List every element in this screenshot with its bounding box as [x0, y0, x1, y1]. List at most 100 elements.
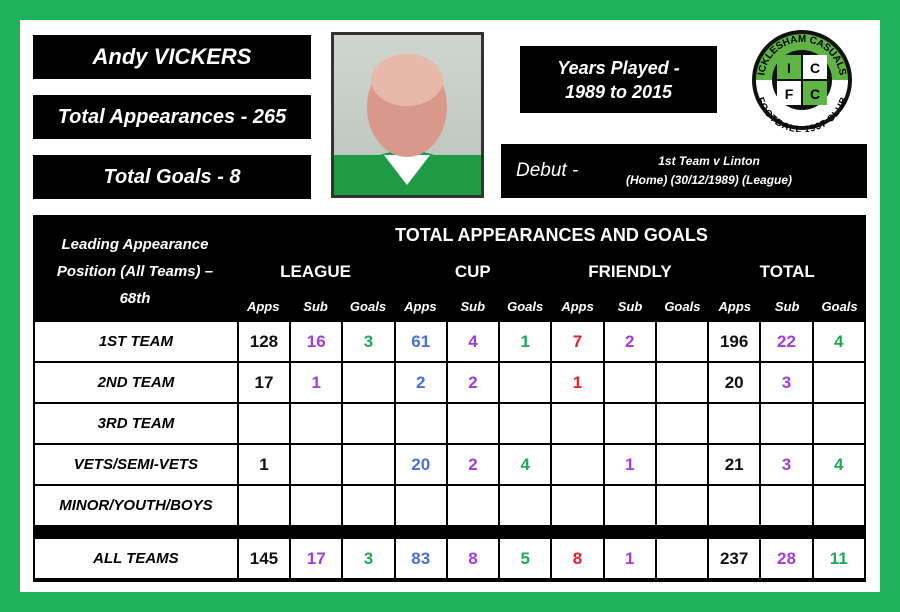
- leading-appearance-position: Leading Appearance Position (All Teams) …: [33, 231, 237, 312]
- years-played: Years Played - 1989 to 2015: [520, 46, 717, 113]
- svg-text:C: C: [810, 86, 820, 102]
- stat-cell: 2: [445, 443, 501, 486]
- row-label: 2ND TEAM: [33, 361, 239, 404]
- group-header: TOTAL: [759, 262, 815, 281]
- stat-cell: 28: [759, 537, 814, 580]
- stat-cell: [445, 484, 501, 527]
- stat-cell: 237: [707, 537, 762, 580]
- stat-cell: 2: [445, 361, 501, 404]
- column-header: Goals: [349, 299, 387, 314]
- stat-cell: [811, 402, 867, 445]
- stat-cell: 145: [236, 537, 292, 580]
- stat-cell: [289, 443, 344, 486]
- stat-cell: 4: [445, 320, 501, 363]
- stat-cell: [498, 402, 553, 445]
- stat-cell: 7: [550, 320, 605, 363]
- row-label: 1ST TEAM: [33, 320, 239, 363]
- column-header: Sub: [774, 299, 800, 314]
- separator: [33, 525, 866, 539]
- debut-match: 1st Team v Linton: [658, 154, 760, 168]
- column-header: Goals: [507, 299, 544, 314]
- debut-info: (Home) (30/12/1989) (League): [626, 173, 793, 187]
- row-label: VETS/SEMI-VETS: [33, 443, 239, 486]
- debut-label: Debut -: [516, 160, 579, 181]
- stat-cell: [236, 402, 292, 445]
- table-row: MINOR/YOUTH/BOYS: [33, 484, 867, 527]
- stat-cell: [550, 443, 605, 486]
- leading-line: Position (All Teams) –: [56, 263, 214, 280]
- stat-cell: 1: [498, 320, 553, 363]
- stat-cell: [393, 402, 448, 445]
- group-header: FRIENDLY: [588, 262, 672, 281]
- stat-cell: 17: [289, 537, 344, 580]
- stat-cell: [811, 484, 867, 527]
- column-header: Goals: [821, 299, 858, 314]
- stat-cell: 4: [811, 443, 867, 486]
- group-header: CUP: [454, 262, 491, 281]
- stat-cell: 3: [759, 361, 814, 404]
- stat-cell: 8: [445, 537, 501, 580]
- years-played-label: Years Played -: [557, 57, 680, 78]
- stat-cell: 61: [393, 320, 448, 363]
- stat-cell: 21: [707, 443, 762, 486]
- stat-cell: [654, 537, 710, 580]
- stat-cell: 83: [393, 537, 448, 580]
- stat-cell: 3: [759, 443, 814, 486]
- row-label: MINOR/YOUTH/BOYS: [33, 484, 239, 527]
- stat-cell: 196: [707, 320, 762, 363]
- stat-cell: 8: [550, 537, 605, 580]
- column-header: Sub: [303, 299, 328, 314]
- separator-band: [33, 525, 866, 539]
- stat-cell: [602, 402, 657, 445]
- column-header: Sub: [617, 299, 643, 314]
- leading-line: Leading Appearance: [61, 236, 209, 253]
- table-title: TOTAL APPEARANCES AND GOALS: [395, 225, 708, 245]
- stat-cell: 3: [341, 537, 396, 580]
- stat-cell: [654, 484, 710, 527]
- table-row: 1ST TEAM 128 16 3 61 4 1 7 2 196 22 4: [33, 320, 867, 363]
- stat-cell: [498, 484, 553, 527]
- stat-cell: [393, 484, 448, 527]
- stats-grid: 1ST TEAM 128 16 3 61 4 1 7 2 196 22 4 2ND TEAM 17 1 2 2 1…: [33, 320, 867, 580]
- total-appearances: Total Appearances - 265: [33, 95, 311, 139]
- stat-cell: [602, 361, 657, 404]
- stat-cell: [341, 443, 396, 486]
- stat-cell: 2: [602, 320, 657, 363]
- stat-cell: [707, 484, 762, 527]
- stat-cell: 11: [811, 537, 867, 580]
- stat-cell: [236, 484, 292, 527]
- stat-cell: [811, 361, 867, 404]
- table-row: 3RD TEAM: [33, 402, 867, 445]
- stats-table: Leading Appearance Position (All Teams) …: [33, 215, 867, 582]
- column-header: Apps: [561, 299, 594, 314]
- stat-cell: 5: [498, 537, 553, 580]
- stat-cell: 1: [550, 361, 605, 404]
- stat-cell: [602, 484, 657, 527]
- player-name: Andy VICKERS: [33, 35, 311, 79]
- stat-cell: 1: [602, 537, 657, 580]
- stat-cell: [341, 402, 396, 445]
- stat-cell: [289, 484, 344, 527]
- table-row: 2ND TEAM 17 1 2 2 1 20 3: [33, 361, 867, 404]
- column-header: Apps: [246, 299, 280, 314]
- table-row: VETS/SEMI-VETS 1 20 2 4 1 21 3 4: [33, 443, 867, 486]
- stat-cell: 16: [289, 320, 344, 363]
- player-photo: [331, 32, 484, 198]
- stat-cell: [498, 361, 553, 404]
- stat-cell: [445, 402, 501, 445]
- svg-text:F: F: [785, 86, 794, 102]
- stat-cell: [654, 361, 710, 404]
- stat-cell: 20: [707, 361, 762, 404]
- stat-cell: [759, 484, 814, 527]
- stat-cell: [550, 484, 605, 527]
- debut-details: 1st Team v Linton (Home) (30/12/1989) (L…: [626, 152, 792, 190]
- years-played-range: 1989 to 2015: [564, 81, 673, 102]
- row-label: 3RD TEAM: [33, 402, 239, 445]
- column-header: Goals: [664, 299, 701, 314]
- stat-cell: 22: [759, 320, 814, 363]
- svg-text:C: C: [810, 60, 820, 76]
- column-header: Sub: [460, 299, 486, 314]
- stat-cell: 4: [811, 320, 867, 363]
- stat-cell: [759, 402, 814, 445]
- total-goals: Total Goals - 8: [33, 155, 311, 199]
